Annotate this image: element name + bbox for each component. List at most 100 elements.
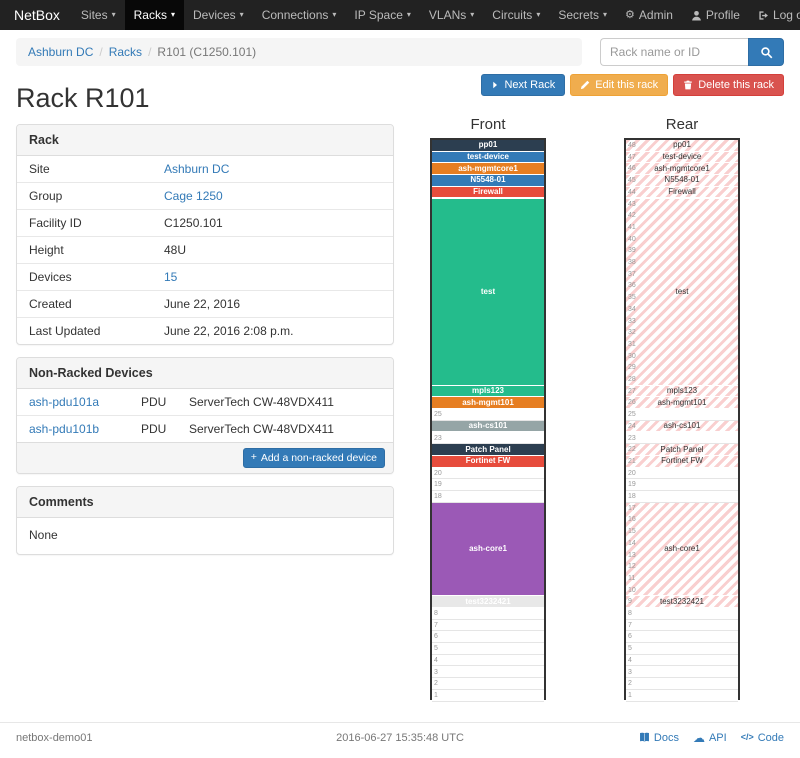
nav-item-label: Profile xyxy=(705,8,740,22)
footer-timestamp: 2016-06-27 15:35:48 UTC xyxy=(336,731,464,744)
rack-unit: 4 xyxy=(432,654,544,667)
rack-device[interactable]: ash-core1 xyxy=(432,502,544,597)
footer-link-api[interactable]: ☁ API xyxy=(693,732,727,744)
nav-item-label: Connections xyxy=(261,8,329,22)
search-input[interactable] xyxy=(600,38,748,66)
rack-device[interactable]: Patch Panel xyxy=(432,444,544,456)
device-type: PDU xyxy=(141,421,167,436)
unit-number: 22 xyxy=(628,446,636,454)
nav-item-secrets[interactable]: Secrets ▾ xyxy=(549,0,616,30)
footer-link-docs[interactable]: Docs xyxy=(639,732,679,744)
rack-device[interactable]: pp01 xyxy=(626,140,738,152)
nav-item-ip-space[interactable]: IP Space ▾ xyxy=(345,0,420,30)
search-button[interactable] xyxy=(748,38,784,66)
rack-device[interactable]: ash-mgmt101 xyxy=(626,397,738,410)
rack-device[interactable]: test3232421 xyxy=(432,596,544,608)
app-brand[interactable]: NetBox xyxy=(14,7,60,23)
rack-device[interactable]: ash-mgmtcore1 xyxy=(432,163,544,176)
rack-device[interactable]: ash-cs101 xyxy=(432,420,544,433)
nav-item-sites[interactable]: Sites ▾ xyxy=(72,0,125,30)
edit-rack-button[interactable]: Edit this rack xyxy=(570,74,669,96)
plus-icon: + xyxy=(250,451,257,464)
rack-device[interactable]: ash-mgmtcore1 xyxy=(626,163,738,176)
edit-rack-label: Edit this rack xyxy=(595,79,659,91)
front-elevation: Front 4847464544434241403938373635343332… xyxy=(430,116,546,702)
attr-label: Site xyxy=(29,161,50,176)
rack-device[interactable]: N5548-01 xyxy=(626,175,738,187)
attr-value-height: 48U xyxy=(164,242,187,257)
rack-device[interactable]: N5548-01 xyxy=(432,175,544,187)
breadcrumb: Ashburn DC / Racks / R101 (C1250.101) xyxy=(16,38,582,66)
unit-number: 26 xyxy=(628,399,636,407)
unit-number: 17 xyxy=(628,504,636,512)
chevron-down-icon: ▾ xyxy=(536,10,541,19)
unit-number: 7 xyxy=(628,621,632,629)
user-icon xyxy=(691,10,702,21)
rear-elevation: Rear 48 47 46 45 44 43 42 41 40 39 38 37 36 35 34 33 32 3… xyxy=(624,116,740,702)
rack-unit: 5 xyxy=(432,643,544,655)
nav-item-racks[interactable]: Racks ▾ xyxy=(124,0,184,30)
rack-attr-row: Created June 22, 2016 xyxy=(17,289,393,317)
add-nonracked-device-button[interactable]: + Add a non-racked device xyxy=(242,447,385,468)
rack-device[interactable]: pp01 xyxy=(432,140,544,152)
rack-device[interactable]: test3232421 xyxy=(626,596,738,608)
rack-attr-row: Devices 15 xyxy=(17,262,393,290)
breadcrumb-item-racks[interactable]: Racks xyxy=(108,45,143,59)
rack-unit: 23 xyxy=(626,432,738,445)
unit-number: 45 xyxy=(628,177,636,185)
device-model: ServerTech CW-48VDX411 xyxy=(189,421,334,436)
attr-value-site[interactable]: Ashburn DC xyxy=(164,161,230,176)
nav-item-vlans[interactable]: VLANs ▾ xyxy=(420,0,483,30)
rack-device[interactable]: Fortinet FW xyxy=(626,455,738,468)
rack-device[interactable]: mpls123 xyxy=(626,385,738,398)
nonracked-device-link[interactable]: ash-pdu101a xyxy=(29,394,100,409)
nav-profile[interactable]: Profile xyxy=(682,0,749,30)
rack-unit: 7 xyxy=(432,619,544,632)
rack-attr-row: Height 48U xyxy=(17,235,393,263)
next-rack-button[interactable]: Next Rack xyxy=(481,74,566,96)
nonracked-device-link[interactable]: ash-pdu101b xyxy=(29,421,100,436)
breadcrumb-item-ashburn-dc[interactable]: Ashburn DC xyxy=(28,45,94,59)
rack-device[interactable]: test-device xyxy=(432,151,544,164)
rack-device[interactable]: test-device xyxy=(626,151,738,164)
rack-device[interactable]: test xyxy=(432,198,544,386)
unit-number: 41 xyxy=(628,223,636,231)
nav-admin[interactable]: ⚙ Admin xyxy=(616,0,682,30)
unit-number: 19 xyxy=(628,481,636,489)
rack-device[interactable]: Fortinet FW xyxy=(432,455,544,468)
chevron-down-icon: ▾ xyxy=(239,10,244,19)
rack-unit: 19 xyxy=(432,479,544,491)
delete-rack-button[interactable]: Delete this rack xyxy=(673,74,784,96)
rack-attributes-table: Site Ashburn DC Group Cage 1250 Facility ID C… xyxy=(17,156,393,344)
attr-value-group[interactable]: Cage 1250 xyxy=(164,188,223,203)
rack-device[interactable]: ash-cs101 xyxy=(626,420,738,433)
nav-item-connections[interactable]: Connections ▾ xyxy=(253,0,346,30)
chevron-down-icon: ▾ xyxy=(332,10,337,19)
nav-item-circuits[interactable]: Circuits ▾ xyxy=(483,0,549,30)
rack-device[interactable]: test xyxy=(626,198,738,386)
footer-link-code[interactable]: </> Code xyxy=(741,732,784,744)
delete-rack-label: Delete this rack xyxy=(698,79,774,91)
unit-number: 4 xyxy=(628,656,632,664)
rack-unit: 23 xyxy=(432,432,544,445)
rack-unit: 8 xyxy=(432,608,544,620)
nav-log-out[interactable]: Log out xyxy=(749,0,800,30)
rack-device[interactable]: mpls123 xyxy=(432,385,544,398)
unit-number: 19 xyxy=(434,481,442,489)
page-footer: netbox-demo01 2016-06-27 15:35:48 UTC Do… xyxy=(0,721,800,758)
attr-value-devices[interactable]: 15 xyxy=(164,269,178,284)
nav-item-devices[interactable]: Devices ▾ xyxy=(184,0,253,30)
nav-item-label: IP Space xyxy=(354,8,403,22)
rack-device[interactable]: Firewall xyxy=(626,186,738,199)
unit-number: 20 xyxy=(628,469,636,477)
unit-number: 31 xyxy=(628,340,636,348)
rack-device[interactable]: ash-core1 xyxy=(626,502,738,597)
footer-links: Docs ☁ API </> Code xyxy=(528,732,784,744)
rack-device[interactable]: Patch Panel xyxy=(626,444,738,456)
rack-device[interactable]: Firewall xyxy=(432,186,544,199)
rack-unit: 3 xyxy=(432,666,544,679)
unit-number: 27 xyxy=(628,387,636,395)
rack-unit: 20 xyxy=(432,467,544,480)
unit-number: 42 xyxy=(628,212,636,220)
rack-device[interactable]: ash-mgmt101 xyxy=(432,397,544,410)
